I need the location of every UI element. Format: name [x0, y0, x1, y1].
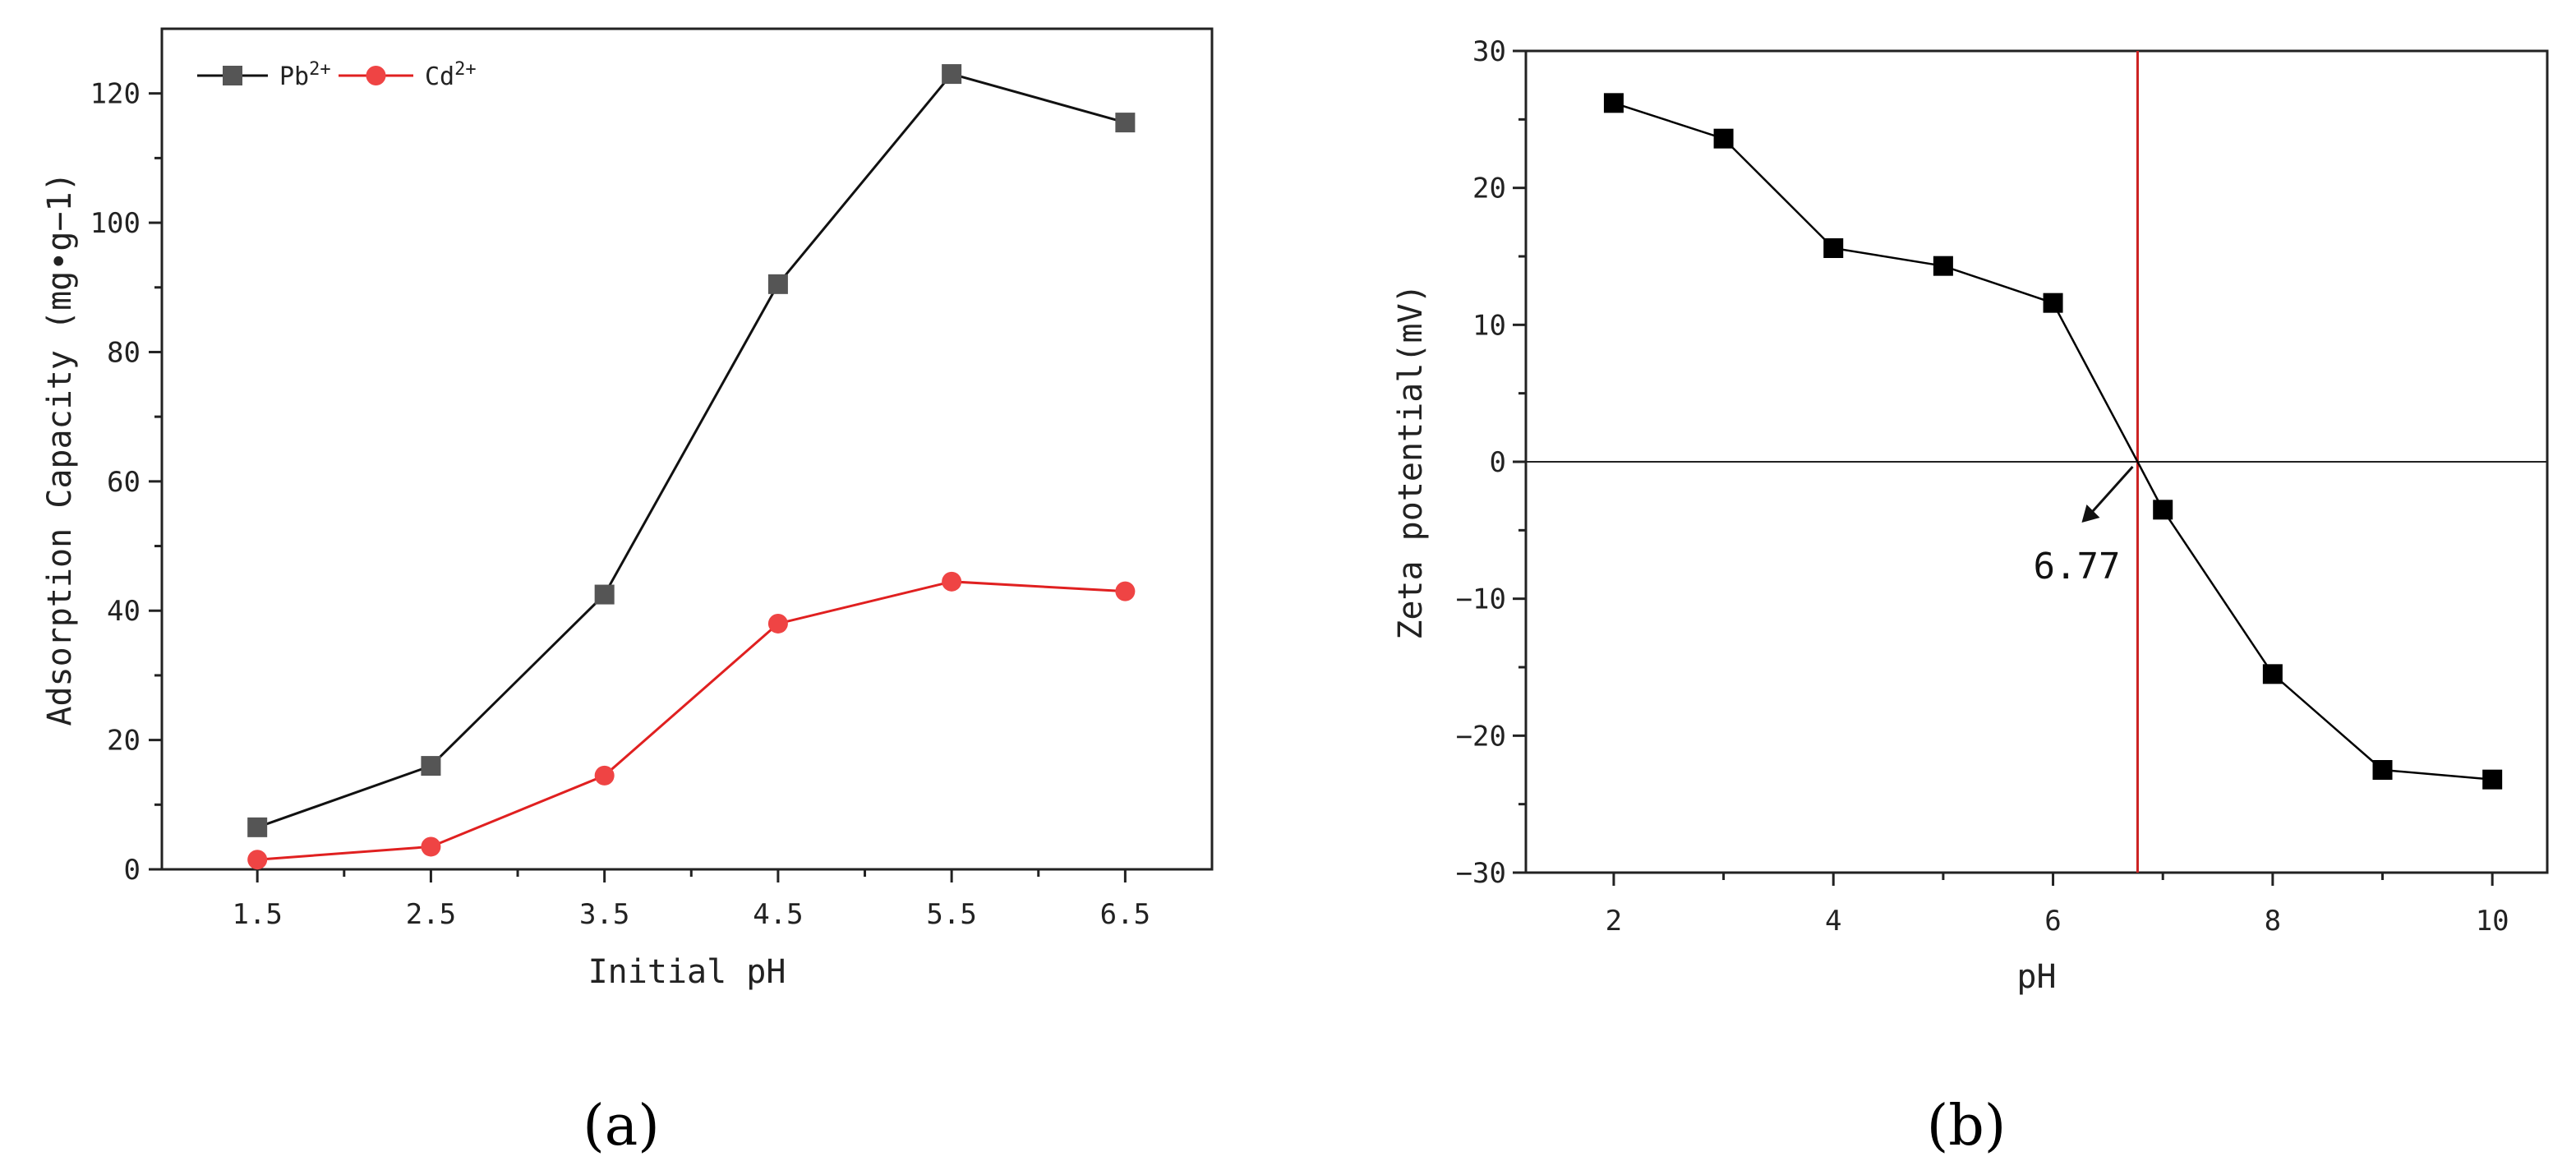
x-tick-label: 4.5: [753, 898, 803, 931]
x-tick-label: 5.5: [926, 898, 976, 931]
legend: Pb2+ Cd2+: [197, 59, 477, 91]
chart-a: 0 20 40 60 80 100 120 1.5 2.5 3.5 4.5 5.5 6.5 Initial…: [41, 27, 1214, 991]
data-point: [2482, 769, 2503, 790]
x-tick-label: 8: [2265, 905, 2281, 938]
data-point-cd: [421, 836, 441, 857]
data-point-cd: [247, 850, 268, 870]
data-point: [1603, 93, 1624, 113]
chart-b: 30 20 10 0 −10 −20 −30 2 4 6 8 10 pH Zeta potential(m…: [1392, 35, 2549, 996]
data-point-cd: [942, 571, 962, 592]
data-point: [1823, 238, 1844, 258]
data-point: [2153, 500, 2173, 520]
annotation-arrow-shaft: [2089, 465, 2134, 516]
data-point-cd: [767, 613, 788, 634]
x-axis-title: pH: [2016, 958, 2056, 996]
y-tick-label: 60: [107, 466, 141, 499]
legend-label-cd: Cd2+: [425, 59, 477, 91]
legend-marker: [366, 66, 386, 85]
y-tick-label: −20: [1456, 720, 1506, 753]
data-point: [1933, 256, 1953, 276]
data-point-pb: [247, 817, 268, 837]
x-tick-label: 3.5: [579, 898, 629, 931]
x-tick-label: 10: [2476, 905, 2509, 938]
plot-frame: [160, 27, 1214, 871]
y-tick-label: 30: [1472, 35, 1506, 68]
y-tick-label: 0: [124, 854, 141, 887]
annotation-arrow-head: [2081, 505, 2100, 523]
y-tick-label: 120: [90, 78, 141, 111]
x-tick-label: 4: [1825, 905, 1841, 938]
data-point-pb: [1115, 113, 1136, 133]
series-line-pb: [256, 72, 1126, 829]
data-point-pb: [942, 64, 962, 85]
x-tick-label: 2.5: [406, 898, 456, 931]
y-tick-label: −30: [1456, 857, 1506, 890]
x-axis-title: Initial pH: [588, 953, 786, 991]
y-tick-label: 20: [107, 725, 141, 758]
x-tick-label: 6: [2044, 905, 2061, 938]
data-point-pb: [594, 584, 615, 605]
data-point: [1713, 128, 1734, 149]
series-line: [1613, 102, 2493, 781]
data-point: [2262, 664, 2283, 684]
y-tick-label: 40: [107, 595, 141, 628]
y-tick-label: 100: [90, 207, 141, 240]
x-tick-label: 1.5: [232, 898, 282, 931]
data-point-pb: [767, 274, 788, 294]
data-point: [2372, 760, 2393, 780]
annotation-label: 6.77: [2033, 546, 2120, 588]
data-point: [2043, 293, 2063, 313]
data-point-cd: [1115, 581, 1136, 601]
y-axis-title: Adsorption Capacity (mg•g−1): [41, 172, 79, 726]
y-tick-label: 80: [107, 336, 141, 369]
x-tick-label: 6.5: [1100, 898, 1150, 931]
x-tick-label: 2: [1606, 905, 1622, 938]
y-tick-label: 10: [1472, 309, 1506, 342]
y-axis-title: Zeta potential(mV): [1392, 283, 1430, 639]
y-tick-label: 0: [1490, 446, 1506, 479]
y-tick-label: 20: [1472, 173, 1506, 205]
panel-label-b: (b): [1927, 1094, 2007, 1159]
data-point-cd: [594, 765, 615, 786]
y-tick-label: −10: [1456, 583, 1506, 616]
legend-marker: [223, 66, 242, 85]
data-point-pb: [421, 756, 441, 776]
series-line-cd: [257, 580, 1126, 861]
legend-label-pb: Pb2+: [279, 59, 331, 91]
panel-label-a: (a): [583, 1094, 660, 1159]
